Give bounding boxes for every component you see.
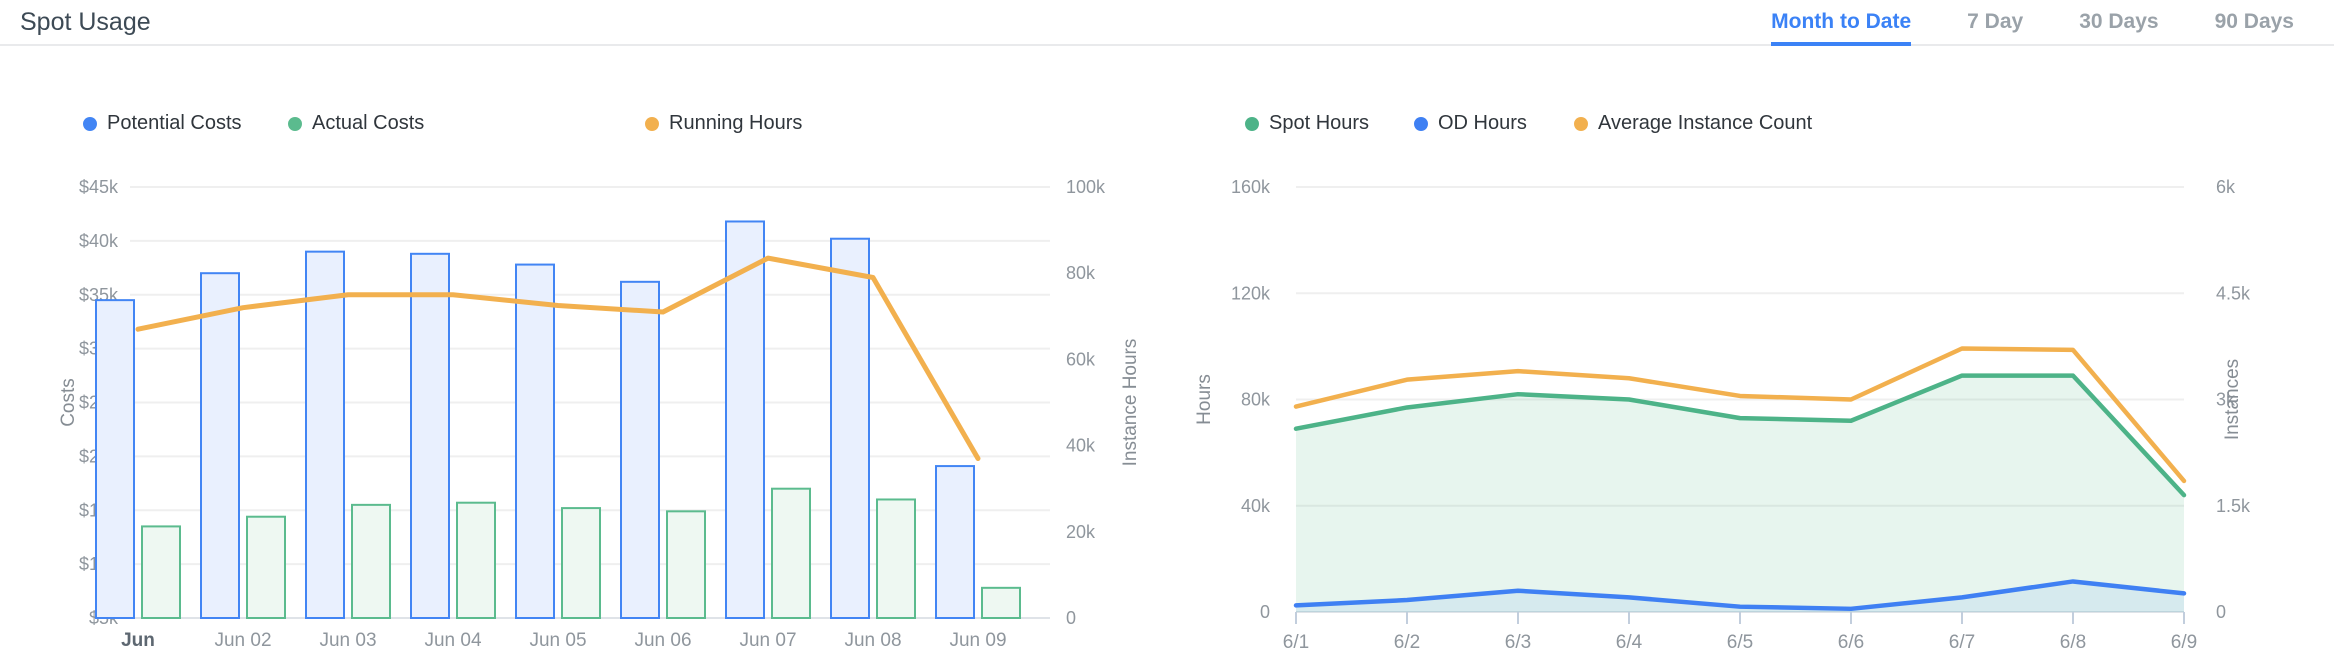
svg-text:6/8: 6/8 xyxy=(2060,632,2086,653)
time-range-tabs: Month to Date 7 Day 30 Days 90 Days xyxy=(1771,0,2294,46)
svg-text:6/3: 6/3 xyxy=(1505,632,1531,653)
legend-item-spot-hours[interactable]: Spot Hours xyxy=(1245,112,1369,135)
legend-dot-spot-hours xyxy=(1245,116,1259,131)
svg-text:6k: 6k xyxy=(2216,177,2236,197)
svg-text:40k: 40k xyxy=(1066,436,1096,456)
legend-label: Average Instance Count xyxy=(1598,112,1813,134)
svg-text:120k: 120k xyxy=(1231,283,1271,303)
page-title: Spot Usage xyxy=(20,8,151,36)
svg-text:Jun 08: Jun 08 xyxy=(844,630,901,651)
svg-text:Jun: Jun xyxy=(121,630,155,651)
legend-item-average-instance-count[interactable]: Average Instance Count xyxy=(1574,112,1812,135)
svg-text:0: 0 xyxy=(2216,602,2226,622)
svg-text:6/9: 6/9 xyxy=(2171,632,2197,653)
legend-item-running-hours[interactable]: Running Hours xyxy=(645,112,802,135)
page-header: Spot Usage Month to Date 7 Day 30 Days 90 D… xyxy=(0,0,2334,46)
tab-90-days[interactable]: 90 Days xyxy=(2214,10,2294,33)
svg-text:$40k: $40k xyxy=(79,231,119,251)
svg-text:6/1: 6/1 xyxy=(1283,632,1309,653)
svg-text:0: 0 xyxy=(1260,602,1270,622)
svg-text:6/5: 6/5 xyxy=(1727,632,1753,653)
svg-text:160k: 160k xyxy=(1231,177,1271,197)
costs-chart[interactable]: $5k$10k$15k$20k$25k$30k$35k$40k$45k020k4… xyxy=(30,158,1200,670)
svg-text:20k: 20k xyxy=(1066,522,1096,542)
tab-month-to-date[interactable]: Month to Date xyxy=(1771,0,1912,46)
svg-text:60k: 60k xyxy=(1066,349,1096,369)
svg-text:100k: 100k xyxy=(1066,177,1106,197)
svg-text:6/7: 6/7 xyxy=(1949,632,1975,653)
svg-text:Jun 06: Jun 06 xyxy=(634,630,691,651)
hours-instances-chart[interactable]: 0 40k 80k 120k 160k 0 1.5k 3k 4.5k 6k Hours Instanc… xyxy=(1180,158,2334,670)
legend-dot-potential-costs xyxy=(83,116,97,131)
svg-text:Instances: Instances xyxy=(2222,359,2243,440)
svg-text:40k: 40k xyxy=(1241,496,1271,516)
svg-text:3k: 3k xyxy=(2216,390,2236,410)
legend-label: Running Hours xyxy=(669,112,803,134)
svg-text:0: 0 xyxy=(1066,608,1076,628)
svg-text:Jun 03: Jun 03 xyxy=(319,630,376,651)
legend-dot-average-instance-count xyxy=(1574,116,1588,131)
svg-text:Jun 07: Jun 07 xyxy=(739,630,796,651)
svg-text:80k: 80k xyxy=(1241,390,1271,410)
svg-text:Costs: Costs xyxy=(58,378,79,427)
tab-7-day[interactable]: 7 Day xyxy=(1967,10,2024,33)
hours-chart-legend: Spot Hours OD Hours Average Instance Count xyxy=(0,112,2334,140)
legend-item-actual-costs[interactable]: Actual Costs xyxy=(288,112,424,135)
legend-label: Spot Hours xyxy=(1269,112,1370,134)
legend-item-potential-costs[interactable]: Potential Costs xyxy=(83,112,242,135)
legend-dot-actual-costs xyxy=(288,116,302,131)
tab-30-days[interactable]: 30 Days xyxy=(2079,10,2159,33)
svg-text:6/6: 6/6 xyxy=(1838,632,1864,653)
costs-chart-legend: Potential Costs Actual Costs Running Hours xyxy=(0,112,2334,140)
svg-text:Hours: Hours xyxy=(1194,374,1215,425)
svg-text:Jun 09: Jun 09 xyxy=(949,630,1006,651)
legend-item-od-hours[interactable]: OD Hours xyxy=(1414,112,1527,135)
svg-text:80k: 80k xyxy=(1066,263,1096,283)
svg-text:$45k: $45k xyxy=(79,177,119,197)
legend-label: Potential Costs xyxy=(107,112,242,134)
svg-text:6/2: 6/2 xyxy=(1394,632,1420,653)
legend-dot-od-hours xyxy=(1414,116,1428,131)
svg-text:1.5k: 1.5k xyxy=(2216,496,2251,516)
svg-text:Jun 05: Jun 05 xyxy=(529,630,586,651)
svg-text:6/4: 6/4 xyxy=(1616,632,1643,653)
svg-text:Instance Hours: Instance Hours xyxy=(1120,339,1141,467)
svg-text:Jun 02: Jun 02 xyxy=(214,630,271,651)
legend-label: Actual Costs xyxy=(312,112,425,134)
legend-label: OD Hours xyxy=(1438,112,1527,134)
svg-text:4.5k: 4.5k xyxy=(2216,283,2251,303)
legend-dot-running-hours xyxy=(645,116,659,131)
svg-text:Jun 04: Jun 04 xyxy=(424,630,481,651)
